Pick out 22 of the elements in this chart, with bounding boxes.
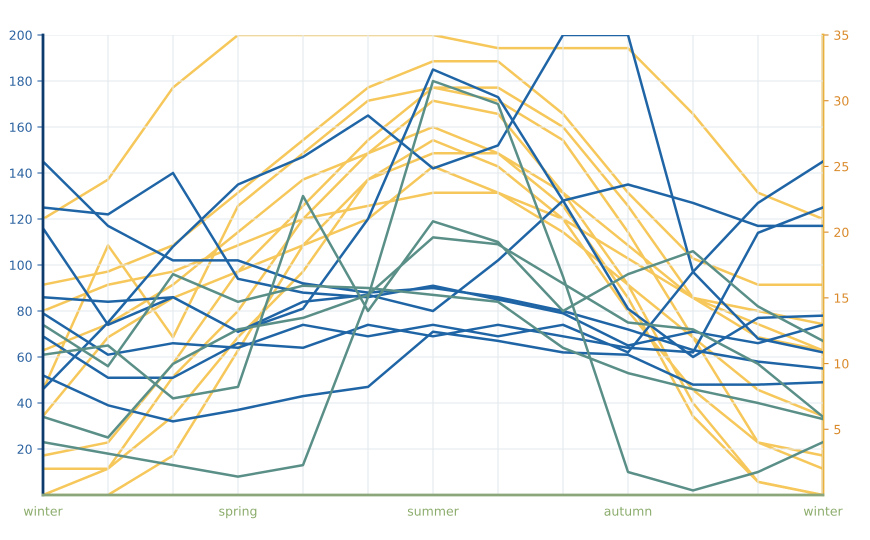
y2-tick-label: 5 [834,424,840,434]
y2-tick-label: 25 [834,162,848,172]
x-tick-label: autumn [604,506,652,516]
y2-tick-label: 15 [834,293,848,303]
y2-tick-label: 20 [834,228,848,238]
x-tick-label: summer [408,508,459,516]
x-tick-label: winter [804,506,843,516]
y-tick-label: 180 [10,76,32,86]
y-tick-label: 140 [10,168,32,178]
y-tick-label: 60 [18,352,32,362]
y-tick-label: 20 [18,444,32,454]
y2-tick-label: 30 [834,96,848,106]
y-tick-label: 200 [10,30,32,40]
x-tick-label: spring [219,506,256,518]
y2-tick-label: 10 [834,359,848,368]
y-tick-label: 120 [10,214,32,224]
x-tick-label: winter [24,506,63,516]
y2-tick-label: 35 [834,30,848,40]
y-tick-label: 100 [10,260,32,270]
y-tick-label: 80 [18,306,32,316]
y-tick-label: 160 [10,122,32,132]
y-tick-label: 40 [17,398,32,408]
